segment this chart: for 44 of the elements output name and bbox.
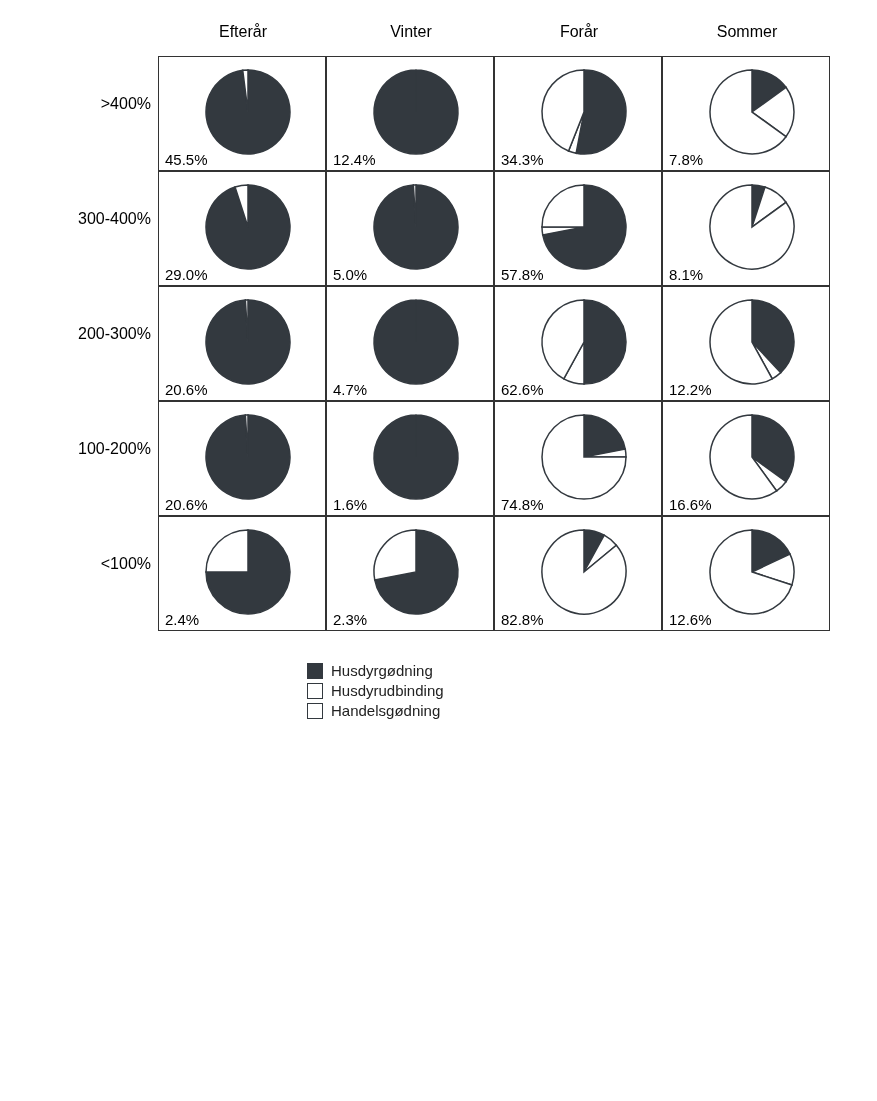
text: >400% <box>99 94 151 113</box>
pie-slice <box>373 184 459 270</box>
text: 45.5% <box>165 151 208 168</box>
pie-slice <box>205 69 291 155</box>
pie-slice <box>205 529 291 615</box>
pie-slice <box>205 414 291 500</box>
text: 300-400% <box>77 209 151 228</box>
text: 8.1% <box>669 266 704 283</box>
text: 4.7% <box>333 381 368 398</box>
chart-title: Sommer <box>715 23 779 41</box>
text: 74.8% <box>501 496 544 513</box>
text: 20.6% <box>165 381 208 398</box>
text: 12.4% <box>333 151 376 168</box>
text: 82.8% <box>501 611 544 628</box>
text: 7.8% <box>669 151 704 168</box>
text: 12.2% <box>669 381 712 398</box>
chart-title: Efterår <box>218 23 268 41</box>
pie-slice <box>541 414 627 500</box>
pie-slice <box>205 184 291 270</box>
text: 5.0% <box>333 266 368 283</box>
text: 20.6% <box>165 496 208 513</box>
text: 1.6% <box>333 496 368 513</box>
legend-label: Handelsgødning <box>331 702 441 719</box>
text: 2.3% <box>333 611 368 628</box>
text: 34.3% <box>501 151 544 168</box>
pie-slice <box>541 184 627 270</box>
chart-title: Vinter <box>389 23 433 41</box>
text: 2.4% <box>165 611 200 628</box>
chart-title: Forår <box>558 23 600 41</box>
text: 29.0% <box>165 266 208 283</box>
text: 200-300% <box>77 324 151 343</box>
text: 100-200% <box>77 439 151 458</box>
text: 57.8% <box>501 266 544 283</box>
pie-slice <box>205 299 291 385</box>
legend-label: Husdyrudbinding <box>331 682 444 699</box>
legend-label: Husdyrgødning <box>331 662 433 679</box>
text: 16.6% <box>669 496 712 513</box>
pie-slice <box>541 529 627 615</box>
pie-slice <box>373 529 459 615</box>
pie-slice <box>709 184 795 270</box>
text: <100% <box>99 554 151 573</box>
text: 12.6% <box>669 611 712 628</box>
text: 62.6% <box>501 381 544 398</box>
pie-slice <box>709 529 793 615</box>
